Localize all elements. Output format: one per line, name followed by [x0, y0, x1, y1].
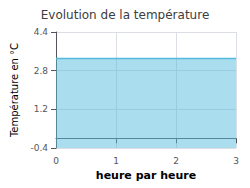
- svg-text:1.2: 1.2: [34, 104, 48, 114]
- svg-text:2.8: 2.8: [34, 66, 49, 76]
- svg-text:2: 2: [173, 156, 179, 166]
- svg-text:heure par heure: heure par heure: [96, 169, 196, 182]
- svg-text:4.4: 4.4: [34, 27, 49, 37]
- svg-text:-0.4: -0.4: [30, 143, 48, 153]
- svg-text:3: 3: [233, 156, 239, 166]
- svg-text:Evolution de la température: Evolution de la température: [41, 8, 210, 22]
- svg-text:1: 1: [113, 156, 119, 166]
- svg-text:Température en °C: Température en °C: [9, 43, 20, 138]
- svg-text:0: 0: [53, 156, 59, 166]
